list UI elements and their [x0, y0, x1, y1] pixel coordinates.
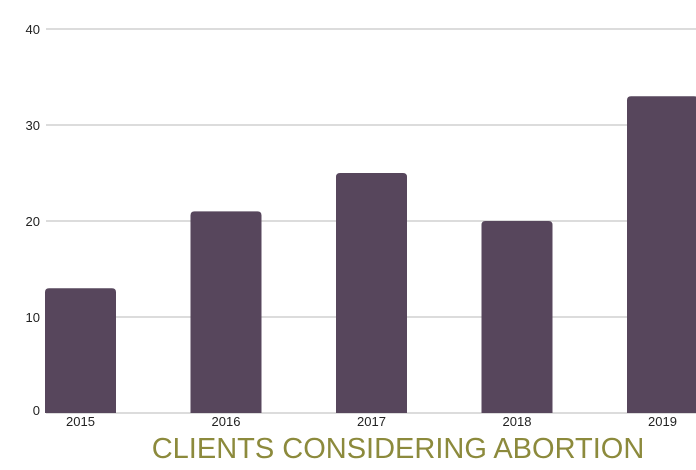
x-tick-label: 2019 [648, 414, 677, 429]
y-tick-label: 20 [26, 214, 40, 229]
y-tick-label: 10 [26, 310, 40, 325]
y-tick-label: 30 [26, 118, 40, 133]
bar-2016 [190, 211, 262, 413]
y-tick-label: 40 [26, 22, 40, 37]
x-tick-label: 2016 [212, 414, 241, 429]
x-tick-label: 2018 [503, 414, 532, 429]
x-tick-label: 2017 [357, 414, 386, 429]
chart-title: CLIENTS CONSIDERING ABORTION [151, 433, 645, 465]
y-tick-label: 0 [33, 403, 40, 418]
x-tick-label: 2015 [66, 414, 95, 429]
bar-2019 [627, 96, 696, 413]
bar-2015 [45, 288, 116, 413]
bar-2017 [336, 173, 407, 413]
bar-2018 [481, 221, 553, 413]
